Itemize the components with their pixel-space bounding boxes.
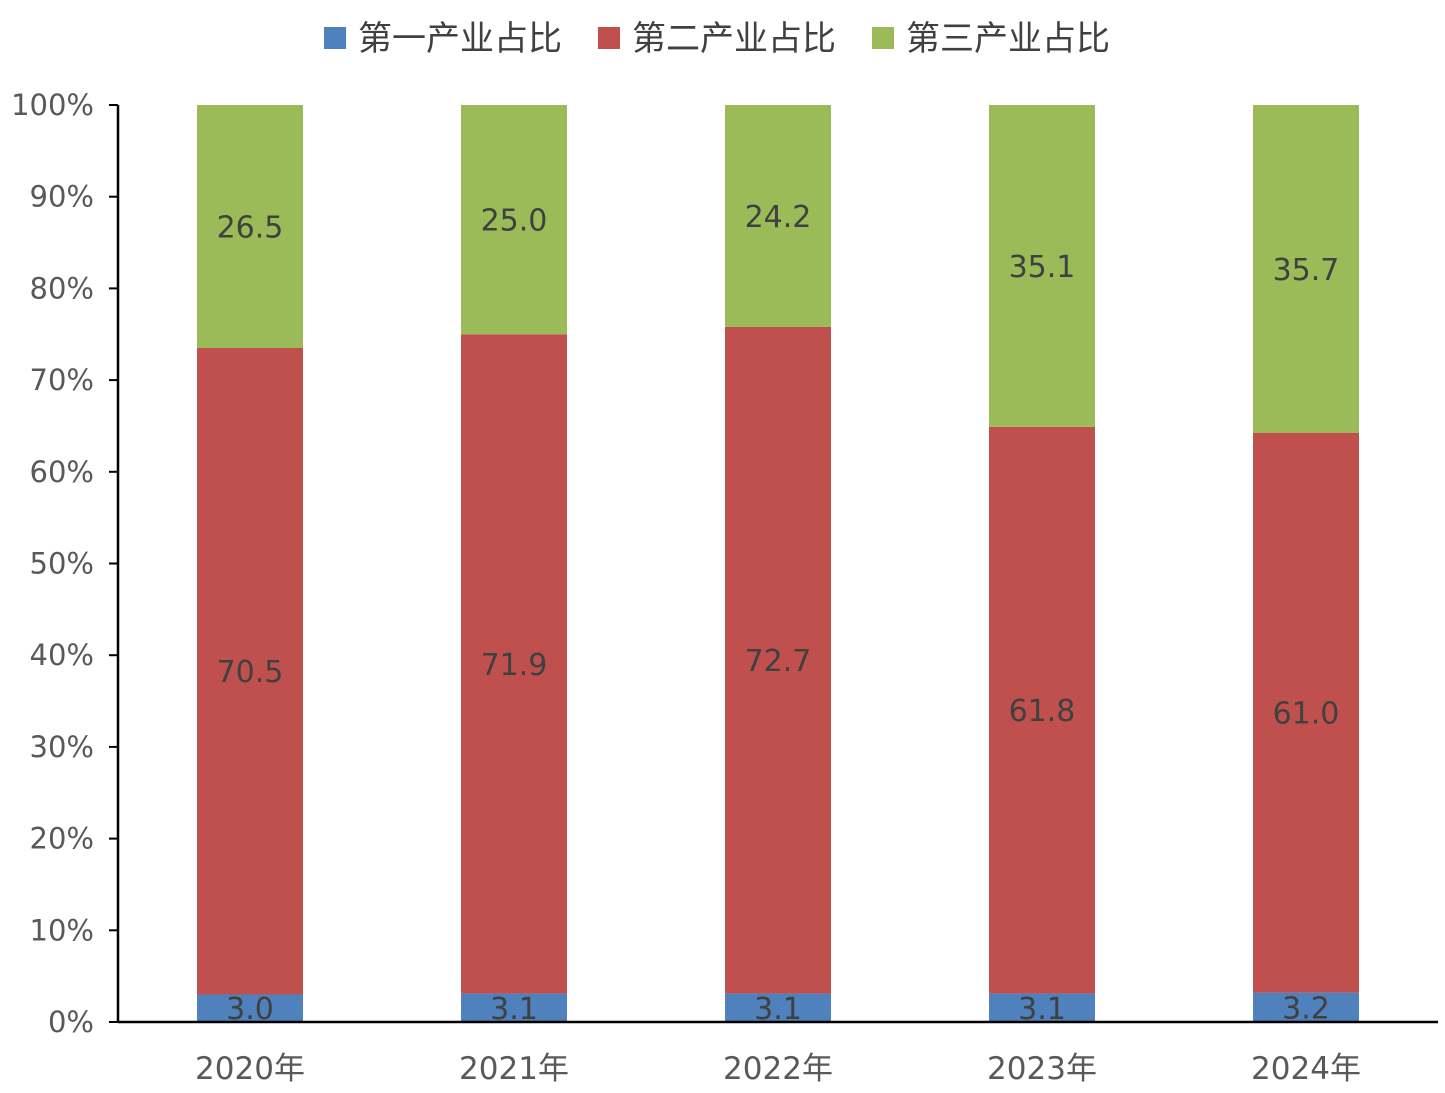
data-label-3-3: 24.2 — [745, 200, 812, 235]
bars — [197, 105, 1359, 1022]
legend-label-3: 第三产业占比 — [906, 19, 1110, 59]
data-label-3-2: 25.0 — [481, 204, 548, 239]
y-tick-label-9: 90% — [30, 180, 94, 214]
y-tick-label-1: 10% — [30, 913, 94, 947]
bar-segment-3-1 — [197, 105, 303, 349]
y-tick-label-4: 40% — [30, 638, 94, 672]
bar-segment-2-2 — [461, 334, 567, 994]
bar-segment-3-4 — [989, 105, 1095, 427]
y-tick-label-2: 20% — [30, 822, 94, 856]
x-tick-label-3: 2022年 — [723, 1051, 833, 1087]
y-axis: 0% 10% 20% 30% 40% 50% 60% 70% 80% 90% 100% — [11, 88, 120, 1039]
bar-segment-2-3 — [725, 326, 831, 994]
bar-segment-2-4 — [989, 426, 1095, 994]
x-tick-label-4: 2023年 — [987, 1051, 1097, 1087]
data-label-2-4: 61.8 — [1009, 694, 1076, 729]
data-label-2-5: 61.0 — [1273, 697, 1340, 732]
bar-segment-1-3 — [725, 993, 831, 1022]
legend-swatch-1 — [324, 27, 346, 49]
x-tick-label-1: 2020年 — [195, 1051, 305, 1087]
legend-swatch-3 — [872, 27, 894, 49]
bar-segment-2-5 — [1253, 432, 1359, 993]
data-label-3-1: 26.5 — [217, 211, 284, 246]
x-tick-label-2: 2021年 — [459, 1051, 569, 1087]
y-tick-label-0: 0% — [48, 1005, 94, 1039]
data-label-1-5: 3.2 — [1282, 991, 1330, 1026]
x-tick-label-5: 2024年 — [1251, 1051, 1361, 1087]
bar-segment-2-1 — [197, 348, 303, 995]
data-label-2-3: 72.7 — [745, 644, 812, 679]
data-label-3-4: 35.1 — [1009, 250, 1076, 285]
legend: 第一产业占比 第二产业占比 第三产业占比 — [324, 19, 1110, 59]
legend-swatch-2 — [598, 27, 620, 49]
bar-segment-1-1 — [197, 994, 303, 1022]
bar-segment-3-2 — [461, 105, 567, 335]
data-label-3-5: 35.7 — [1273, 253, 1340, 288]
bar-segment-1-4 — [989, 993, 1095, 1022]
bar-segment-1-5 — [1253, 992, 1359, 1022]
bar-segment-1-2 — [461, 993, 567, 1022]
y-tick-label-3: 30% — [30, 730, 94, 764]
y-tick-label-7: 70% — [30, 363, 94, 397]
data-label-2-1: 70.5 — [217, 655, 284, 690]
data-label-2-2: 71.9 — [481, 648, 548, 683]
legend-label-1: 第一产业占比 — [358, 19, 562, 59]
legend-label-2: 第二产业占比 — [632, 19, 836, 59]
bar-segment-3-3 — [725, 105, 831, 327]
y-tick-label-5: 50% — [30, 547, 94, 581]
y-tick-label-10: 100% — [11, 88, 94, 122]
x-axis: 2020年 2021年 2022年 2023年 2024年 — [118, 1020, 1438, 1087]
y-tick-label-8: 80% — [30, 271, 94, 305]
bar-segment-3-5 — [1253, 105, 1359, 433]
y-tick-label-6: 60% — [30, 455, 94, 489]
